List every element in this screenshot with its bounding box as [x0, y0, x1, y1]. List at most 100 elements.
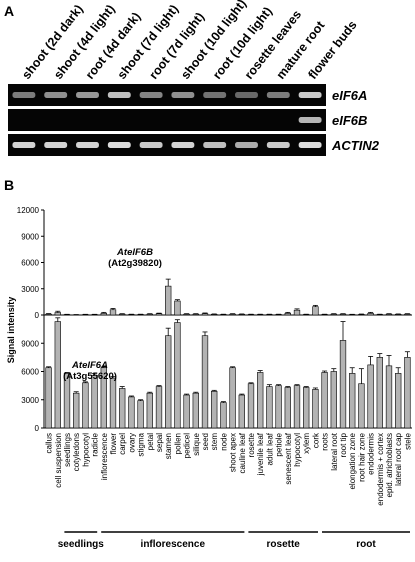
group-label: inflorescence — [141, 539, 206, 550]
bar — [293, 385, 301, 429]
bar — [211, 313, 218, 316]
gel-band — [44, 142, 68, 148]
x-tick-label: epid. atrichoblasts — [385, 433, 394, 497]
gel-strip — [8, 109, 326, 131]
x-tick-label: senescent leaf — [284, 432, 293, 484]
x-tick-label: hypocotyl — [81, 433, 90, 467]
x-tick-label: ovary — [127, 433, 136, 453]
y-tick-label: 12000 — [17, 206, 40, 215]
gel-band — [235, 92, 258, 98]
gel-band — [44, 92, 68, 98]
bar — [82, 382, 89, 429]
y-tick-label: 9000 — [21, 339, 39, 348]
gel-band — [203, 92, 227, 98]
bar — [45, 313, 52, 316]
gel-band — [266, 92, 290, 98]
bar — [358, 314, 365, 316]
gel-band — [139, 142, 163, 148]
x-tick-label: pedicel — [183, 433, 192, 459]
bar — [339, 340, 347, 429]
y-tick-label: 0 — [35, 311, 40, 320]
bar — [330, 313, 337, 316]
y-tick-label: 6000 — [21, 259, 39, 268]
bar — [165, 335, 172, 429]
gel-strip — [8, 134, 326, 156]
gel-image — [8, 84, 326, 156]
bar — [211, 390, 218, 429]
bar-chart: 0300060009000120000300060009000AtelF6B(A… — [6, 206, 412, 550]
bar — [91, 374, 98, 429]
bar — [165, 285, 172, 316]
x-tick-label: cell suspension — [54, 433, 63, 488]
x-tick-label: stigma — [137, 432, 146, 456]
x-tick-label: cork — [311, 432, 320, 448]
bar — [192, 392, 199, 429]
bar — [109, 309, 117, 316]
bar — [174, 300, 181, 316]
x-tick-label: root tip — [339, 432, 348, 457]
bar — [266, 386, 273, 429]
bar — [303, 387, 310, 429]
bar — [367, 312, 374, 316]
y-tick-label: 3000 — [21, 285, 39, 294]
y-tick-label: 0 — [35, 424, 40, 433]
series-label: AtelF6A — [71, 360, 108, 371]
x-tick-label: sepal — [155, 433, 164, 452]
group-label: rosette — [267, 539, 301, 550]
bar — [201, 335, 209, 429]
bar — [119, 388, 126, 429]
bar — [174, 322, 181, 429]
x-tick-label: shoot apex — [229, 433, 238, 472]
bar — [183, 394, 190, 429]
bar — [119, 313, 126, 316]
x-tick-label: inflorescence — [100, 432, 109, 480]
bar — [137, 400, 144, 429]
gel-row-name: eIF6A — [332, 88, 367, 103]
bar — [128, 396, 135, 429]
series-id: (At2g39820) — [108, 258, 162, 269]
gel-band — [171, 92, 195, 98]
x-tick-label: node — [219, 432, 228, 450]
bar — [293, 309, 301, 316]
gel-band — [266, 142, 290, 148]
x-tick-label: adult leaf — [265, 432, 274, 465]
x-tick-label: petal — [146, 433, 155, 451]
gel-band — [76, 92, 99, 98]
series-id: (At3g55620) — [63, 371, 117, 382]
gel-band — [298, 117, 322, 123]
bar — [312, 389, 319, 429]
series-label: AtelF6B — [116, 247, 153, 258]
group-label: seedlings — [58, 539, 105, 550]
bar — [385, 313, 393, 316]
bar — [312, 306, 319, 316]
gel-lane-labels: shoot (2d dark)shoot (4d light)root (4d … — [19, 0, 359, 82]
bar — [146, 392, 153, 429]
gel-band — [171, 142, 195, 148]
gel-band — [203, 142, 227, 148]
bar — [238, 394, 245, 429]
bar — [54, 321, 61, 429]
gel-band — [12, 142, 36, 148]
bar — [220, 402, 227, 429]
bar — [229, 367, 236, 429]
x-tick-label: hypocotyl — [293, 433, 302, 467]
bar — [155, 386, 163, 429]
y-axis-label: Signal intensity — [6, 297, 16, 364]
x-tick-label: pollen — [173, 433, 182, 454]
bar — [275, 385, 282, 429]
bar — [385, 365, 393, 429]
bar — [339, 313, 347, 316]
group-label: root — [356, 539, 376, 550]
gel-band — [107, 142, 131, 148]
bar — [367, 364, 374, 429]
gel-band — [12, 92, 36, 98]
bar — [284, 387, 291, 429]
gel-band — [139, 92, 163, 98]
x-tick-label: elongation zone — [348, 432, 357, 489]
bar — [395, 373, 402, 429]
x-tick-label: seedlings — [63, 433, 72, 467]
panel-a-label: A — [4, 3, 14, 19]
bar — [330, 371, 337, 429]
y-tick-label: 9000 — [21, 232, 39, 241]
